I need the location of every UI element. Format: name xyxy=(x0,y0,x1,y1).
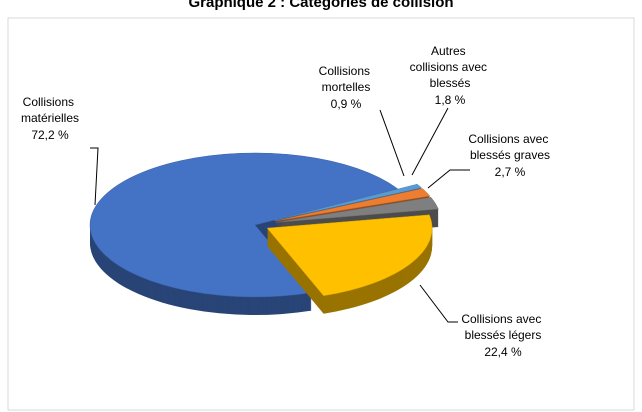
slice-label: Autres collisions avec blessés xyxy=(410,44,491,90)
slice xyxy=(89,152,399,315)
leader-line xyxy=(427,169,470,189)
slice-label: Collisions matérielles xyxy=(21,95,79,125)
slice-label: Collisions mortelles xyxy=(319,64,374,94)
value-label: 72,2 % xyxy=(31,128,69,142)
chart-title: Graphique 2 : Catégories de collision xyxy=(188,0,453,11)
leader-line xyxy=(379,109,405,177)
slice-label: Collisions avec blessés graves xyxy=(468,132,551,162)
slice-top xyxy=(89,152,399,298)
slice-top xyxy=(266,214,433,297)
slice-top xyxy=(274,183,423,221)
slice xyxy=(266,214,433,314)
value-label: 22,4 % xyxy=(484,345,522,359)
slice-top xyxy=(275,188,431,222)
leader-line xyxy=(411,107,449,176)
leader-line xyxy=(419,284,458,323)
value-label: 1,8 % xyxy=(435,93,466,107)
slice-top xyxy=(276,197,439,223)
value-label: 2,7 % xyxy=(495,165,526,179)
value-label: 0,9 % xyxy=(331,97,362,111)
slice-label: Collisions avec blessés légers xyxy=(461,312,544,342)
leader-line xyxy=(90,147,99,206)
pie xyxy=(89,152,439,315)
